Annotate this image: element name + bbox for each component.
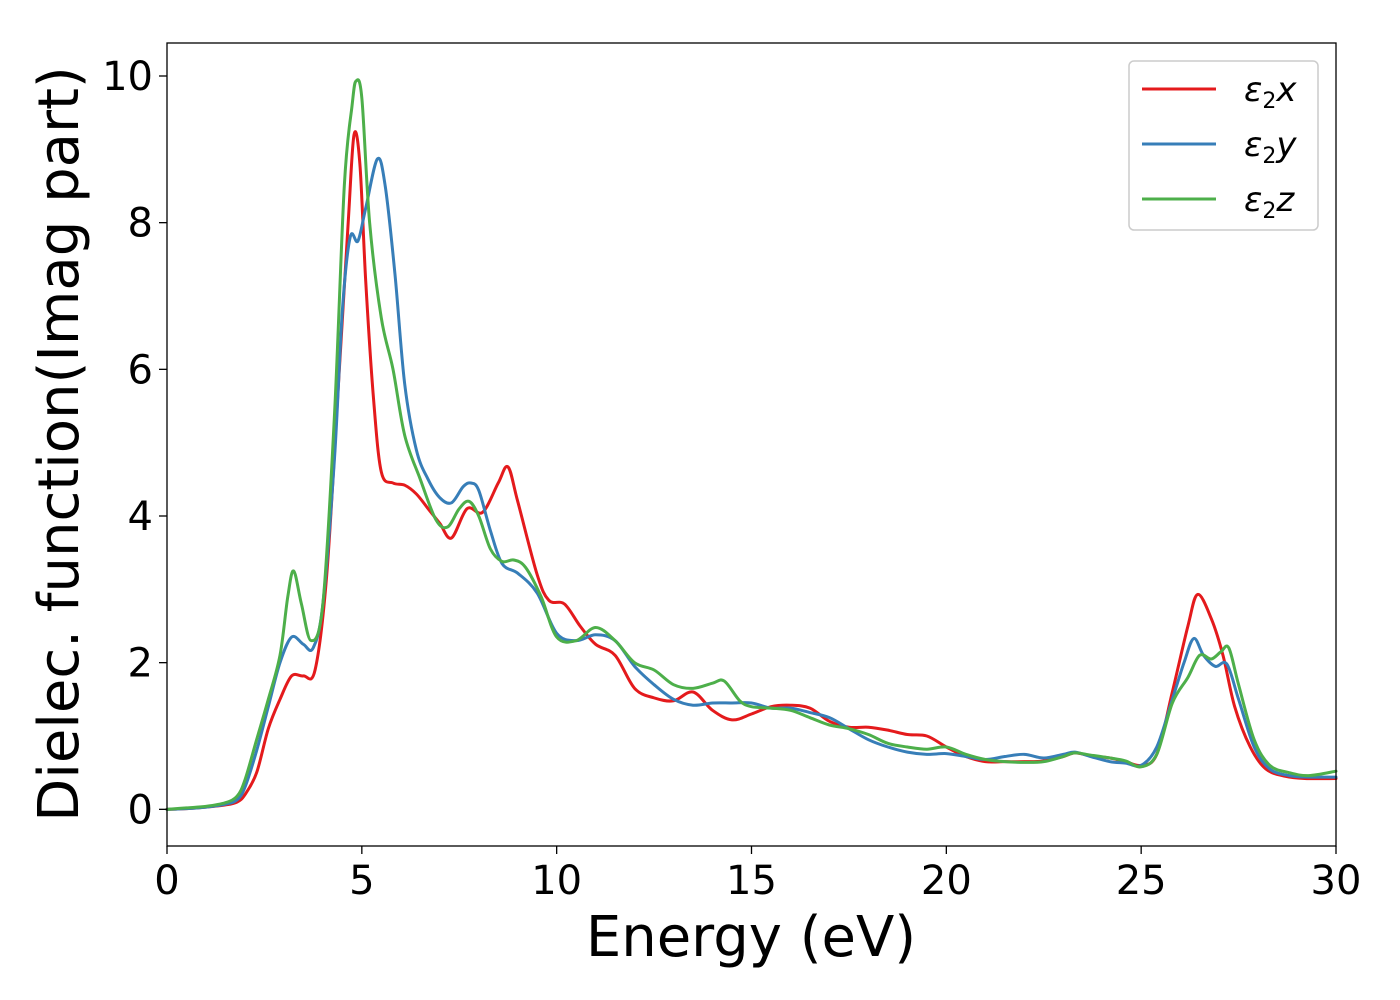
x-tick-label: 25	[1116, 858, 1167, 904]
legend-label-y: ε2y	[1244, 125, 1297, 169]
x-tick-label: 10	[531, 858, 582, 904]
y-axis-title: Dielec. function(Imag part)	[27, 66, 92, 822]
series-line-z	[165, 78, 1338, 811]
x-tick-label: 20	[921, 858, 972, 904]
y-tick-label: 0	[128, 787, 153, 833]
legend-label-z: ε2z	[1244, 180, 1295, 224]
y-axis: 0 2 4 6 8 10	[102, 54, 167, 833]
legend: ε2x ε2y ε2z	[1128, 60, 1319, 231]
legend-label-x: ε2x	[1244, 70, 1297, 114]
y-tick-label: 8	[128, 201, 153, 247]
x-tick-label: 30	[1311, 858, 1362, 904]
x-tick-label: 15	[726, 858, 777, 904]
y-tick-label: 4	[128, 494, 153, 540]
x-axis: 0 5 10 15 20 25 30	[154, 846, 1361, 904]
legend-box	[1128, 60, 1319, 231]
x-tick-label: 5	[349, 858, 374, 904]
y-tick-label: 10	[102, 54, 153, 100]
x-axis-title: Energy (eV)	[586, 905, 916, 970]
y-tick-label: 2	[128, 641, 153, 687]
series-layer	[165, 78, 1338, 811]
x-tick-label: 0	[154, 858, 179, 904]
y-tick-label: 6	[128, 347, 153, 393]
